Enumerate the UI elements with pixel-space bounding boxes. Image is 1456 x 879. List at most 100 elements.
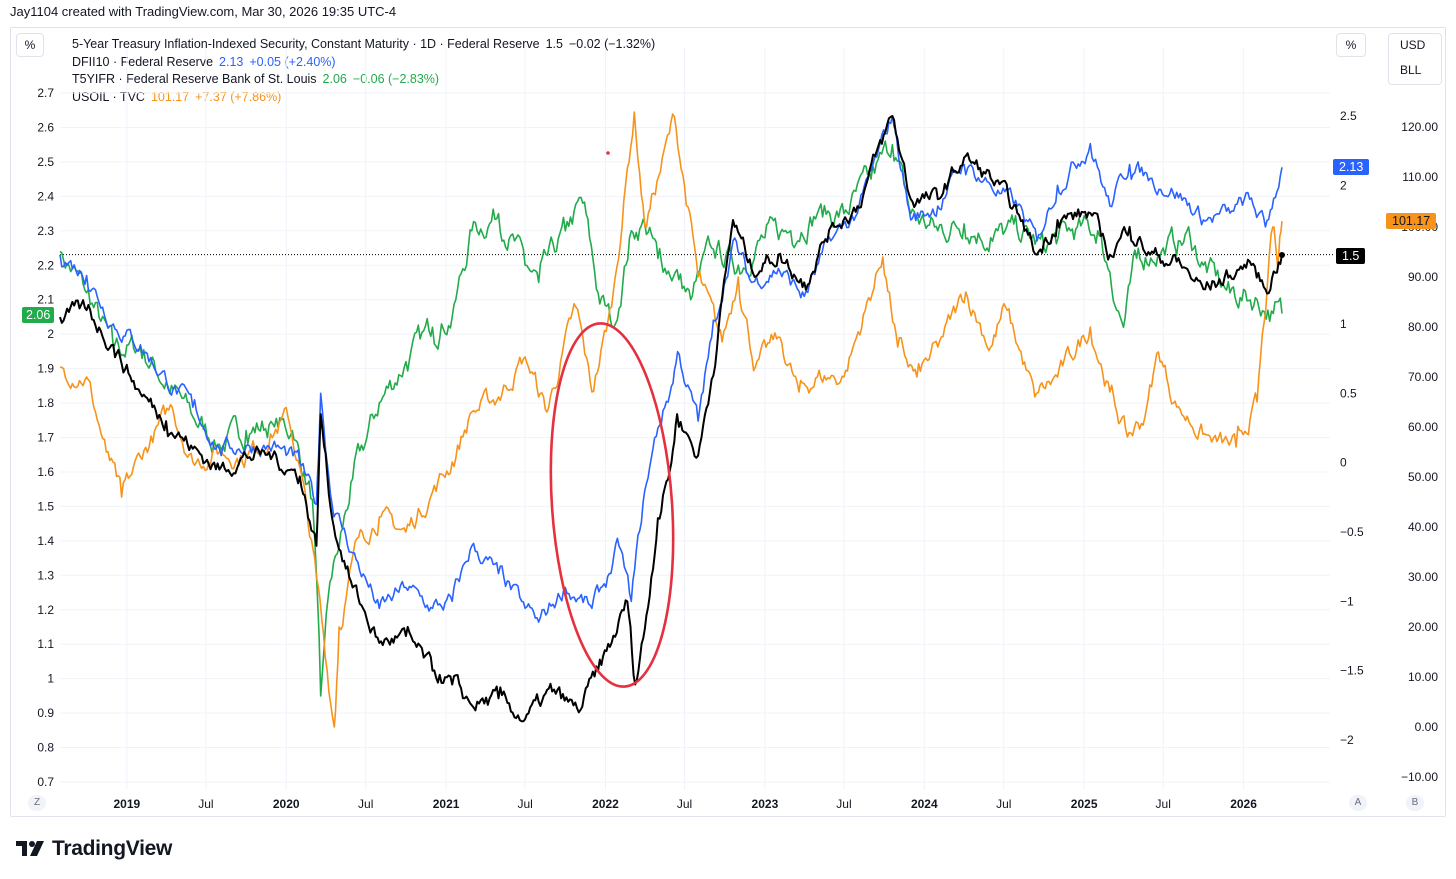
mid-tick-label: −0.5 bbox=[1340, 525, 1364, 539]
tradingview-logo: TradingView bbox=[16, 837, 172, 861]
x-tick-label: Jul bbox=[358, 797, 373, 811]
x-axis: 2019 Jul 2020 Jul 2021 Jul 2022 Jul 2023 Jul 2024 J… bbox=[113, 797, 1257, 811]
series-group bbox=[59, 111, 1283, 728]
legend-title: DFII10 · Federal Reserve bbox=[72, 54, 214, 69]
last-point-marker bbox=[1279, 252, 1285, 258]
tradingview-icon bbox=[16, 841, 44, 856]
right-tick-label: 90.00 bbox=[1408, 270, 1438, 284]
right-tick-label: −10.00 bbox=[1401, 770, 1438, 784]
legend-value: 2.06 bbox=[322, 72, 347, 86]
left-tick-label: 1.1 bbox=[37, 637, 54, 651]
x-tick-label: 2019 bbox=[113, 797, 140, 811]
right-tick-label: 30.00 bbox=[1408, 570, 1438, 584]
mid-tick-label: 0.5 bbox=[1340, 386, 1357, 400]
right-tick-label: 20.00 bbox=[1408, 620, 1438, 634]
mid-tick-label: 2 bbox=[1340, 178, 1347, 192]
left-tick-label: 2 bbox=[47, 327, 54, 341]
chart-legend: 5-Year Treasury Inflation-Indexed Securi… bbox=[72, 36, 655, 106]
mid-tick-label: 2.5 bbox=[1340, 109, 1357, 123]
left-tick-label: 2.2 bbox=[37, 258, 54, 272]
annotation-dot bbox=[606, 151, 610, 155]
legend-title: T5YIFR · Federal Reserve Bank of St. Lou… bbox=[72, 72, 317, 86]
left-axis: 0.7 0.8 0.9 1 1.1 1.2 1.3 1.4 1.5 1.6 1.7 1.8 1.9 2 2.… bbox=[37, 86, 54, 789]
x-tick-label: Jul bbox=[836, 797, 851, 811]
right-tick-label: 110.00 bbox=[1402, 170, 1438, 184]
legend-change: −0.02 (−1.32%) bbox=[568, 37, 656, 51]
badge-orange: 101.17 bbox=[1386, 213, 1437, 229]
left-tick-label: 1.7 bbox=[37, 431, 54, 445]
x-tick-label: 2020 bbox=[273, 797, 300, 811]
legend-value: 2.13 bbox=[219, 54, 244, 69]
left-tick-label: 2.5 bbox=[37, 155, 54, 169]
legend-value: 1.5 bbox=[545, 37, 563, 51]
left-tick-label: 1.3 bbox=[37, 568, 54, 582]
x-tick-label: Jul bbox=[1156, 797, 1171, 811]
left-tick-label: 0.8 bbox=[37, 741, 54, 755]
x-tick-label: 2026 bbox=[1230, 797, 1257, 811]
left-tick-label: 1.8 bbox=[37, 396, 54, 410]
left-tick-label: 2.6 bbox=[37, 120, 54, 134]
left-tick-label: 1.9 bbox=[37, 362, 54, 376]
left-tick-label: 1.2 bbox=[37, 603, 54, 617]
x-tick-label: Jul bbox=[677, 797, 692, 811]
right-unit-label[interactable]: % bbox=[1336, 33, 1366, 57]
mid-tick-label: 0 bbox=[1340, 456, 1347, 470]
left-tick-label: 2.7 bbox=[37, 86, 54, 100]
badge-blue: 2.13 bbox=[1333, 159, 1370, 175]
chart-frame bbox=[10, 27, 1446, 817]
left-tick-label: 1.6 bbox=[37, 465, 54, 479]
legend-change: +0.05 (+2.40%) bbox=[249, 54, 336, 69]
left-tick-label: 2.4 bbox=[37, 189, 54, 203]
mid-tick-label: −2 bbox=[1340, 733, 1354, 747]
badge-green: 2.06 bbox=[22, 307, 55, 323]
series-line bbox=[59, 140, 1283, 697]
series-line bbox=[59, 115, 1283, 623]
left-tick-label: 1.4 bbox=[37, 534, 54, 548]
a-button[interactable]: A bbox=[1349, 795, 1367, 811]
right-tick-label: 80.00 bbox=[1408, 320, 1438, 334]
x-tick-label: 2023 bbox=[752, 797, 779, 811]
z-button[interactable]: Z bbox=[28, 795, 46, 811]
mid-tick-label: −1.5 bbox=[1340, 664, 1364, 678]
b-button[interactable]: B bbox=[1406, 795, 1424, 811]
x-tick-label: Jul bbox=[198, 797, 213, 811]
currency-label: USD bbox=[1400, 38, 1426, 52]
right-tick-label: 120.00 bbox=[1401, 120, 1438, 134]
legend-row[interactable]: DFII10 · Federal Reserve 2.13 +0.05 (+2.40… bbox=[72, 54, 655, 72]
unit-label: BLL bbox=[1400, 63, 1422, 77]
currency-unit-box[interactable]: USD BLL bbox=[1388, 33, 1442, 85]
legend-change: −0.06 (−2.83%) bbox=[352, 72, 440, 86]
x-tick-label: 2024 bbox=[911, 797, 938, 811]
legend-row[interactable]: 5-Year Treasury Inflation-Indexed Securi… bbox=[72, 36, 655, 54]
right-tick-label: 10.00 bbox=[1408, 670, 1438, 684]
series-line bbox=[59, 115, 1283, 723]
badge-black: 1.5 bbox=[1336, 248, 1366, 264]
right-tick-label: 70.00 bbox=[1408, 370, 1438, 384]
chart-credit: Jay1104 created with TradingView.com, Ma… bbox=[10, 4, 397, 19]
brand-name: TradingView bbox=[52, 837, 173, 860]
left-tick-label: 1.5 bbox=[37, 499, 54, 513]
chart-grid bbox=[60, 48, 1330, 790]
left-tick-label: 2.1 bbox=[37, 293, 54, 307]
x-tick-label: 2025 bbox=[1071, 797, 1098, 811]
x-tick-label: Jul bbox=[996, 797, 1011, 811]
annotation-ellipse bbox=[549, 322, 675, 688]
legend-title: 5-Year Treasury Inflation-Indexed Securi… bbox=[72, 37, 540, 51]
left-tick-label: 0.9 bbox=[37, 706, 54, 720]
left-tick-label: 1 bbox=[47, 672, 54, 686]
x-tick-label: 2022 bbox=[592, 797, 619, 811]
x-tick-label: Jul bbox=[517, 797, 532, 811]
right-tick-label: 50.00 bbox=[1408, 470, 1438, 484]
middle-axis: −2−1.5−1−0.500.511.522.5 bbox=[1340, 109, 1364, 747]
mid-tick-label: −1 bbox=[1340, 594, 1354, 608]
series-line bbox=[59, 111, 1283, 728]
left-unit-label[interactable]: % bbox=[16, 33, 44, 57]
legend-row[interactable]: T5YIFR · Federal Reserve Bank of St. Lou… bbox=[72, 71, 655, 89]
right-tick-label: 0.00 bbox=[1415, 720, 1439, 734]
right-tick-label: 60.00 bbox=[1408, 420, 1438, 434]
x-tick-label: 2021 bbox=[433, 797, 460, 811]
right-tick-label: 40.00 bbox=[1408, 520, 1438, 534]
left-tick-label: 2.3 bbox=[37, 224, 54, 238]
left-tick-label: 0.7 bbox=[37, 775, 54, 789]
